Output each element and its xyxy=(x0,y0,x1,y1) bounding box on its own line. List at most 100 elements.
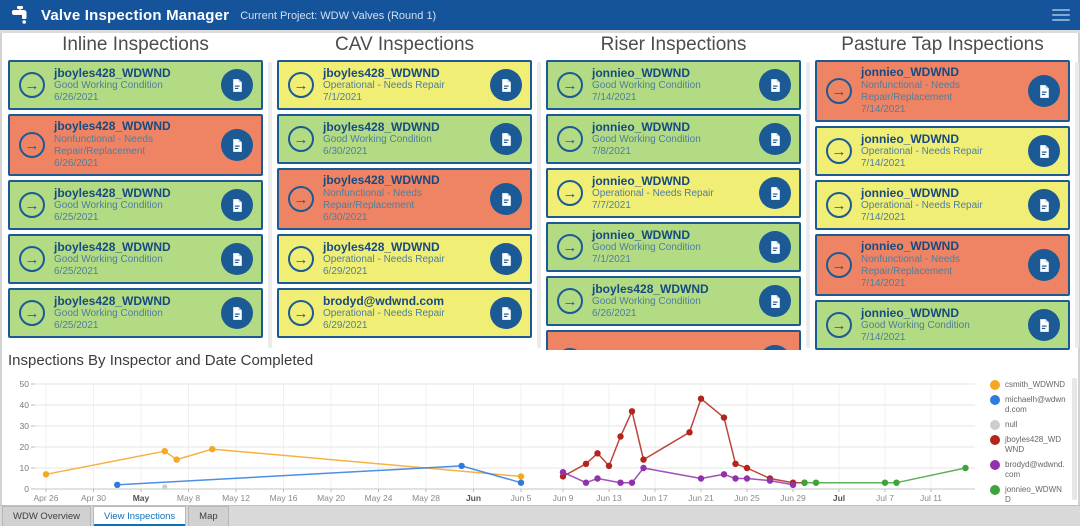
inspection-card[interactable]: → jonnieo_WDWND Nonfunctional - Needs Re… xyxy=(815,234,1070,296)
document-button[interactable] xyxy=(221,243,253,275)
document-button[interactable] xyxy=(221,69,253,101)
document-button[interactable] xyxy=(490,69,522,101)
column-scrollbar[interactable] xyxy=(537,62,541,348)
document-icon xyxy=(1039,84,1049,98)
document-button[interactable] xyxy=(490,243,522,275)
inspection-card[interactable]: → jboyles428_WDWND Good Working Conditio… xyxy=(8,180,263,230)
app-title: Valve Inspection Manager xyxy=(41,6,230,24)
document-icon xyxy=(1039,198,1049,212)
inspection-card[interactable]: → jboyles428_WDWND Operational - Needs R… xyxy=(277,234,532,284)
document-button[interactable] xyxy=(490,123,522,155)
document-button[interactable] xyxy=(759,69,791,101)
legend-item-jboyles428-wdwnd[interactable]: jboyles428_WDWND xyxy=(990,435,1070,455)
arrow-right-circle-icon[interactable]: → xyxy=(19,132,45,158)
inspection-card[interactable]: → jboyles428_WDWND Good Working Conditio… xyxy=(8,234,263,284)
inspection-card[interactable]: → jonnieo_WDWND Good Working Condition 7… xyxy=(546,60,801,110)
card-text: jboyles428_WDWND Operational - Needs Rep… xyxy=(323,240,481,279)
card-inspector: jboyles428_WDWND xyxy=(54,293,171,308)
column-scrollbar[interactable] xyxy=(268,62,272,348)
document-button[interactable] xyxy=(1028,309,1060,341)
hamburger-menu-icon[interactable] xyxy=(1052,6,1070,24)
card-status: Operational - Needs Repair xyxy=(861,146,983,158)
arrow-right-circle-icon[interactable]: → xyxy=(288,186,314,212)
legend-item-jonnieo-wdwnd[interactable]: jonnieo_WDWND xyxy=(990,485,1070,505)
legend-item-brodyd-wdwnd-com[interactable]: brodyd@wdwnd.com xyxy=(990,460,1070,480)
document-button[interactable] xyxy=(221,189,253,221)
legend-dot-icon xyxy=(990,460,1000,470)
inspection-columns: Inline Inspections → jboyles428_WDWND Go… xyxy=(8,32,1079,350)
arrow-right-circle-icon[interactable]: → xyxy=(557,72,583,98)
card-text: jonnieo_WDWND Operational - Needs Repair… xyxy=(861,132,1019,171)
card-date: 7/14/2021 xyxy=(861,158,906,170)
arrow-right-circle-icon[interactable]: → xyxy=(19,300,45,326)
tab-map[interactable]: Map xyxy=(188,506,229,526)
arrow-right-circle-icon[interactable]: → xyxy=(557,126,583,152)
legend-item-null[interactable]: null xyxy=(990,420,1070,430)
document-button[interactable] xyxy=(490,183,522,215)
document-icon xyxy=(501,306,511,320)
arrow-right-circle-icon[interactable]: → xyxy=(288,300,314,326)
inspection-card[interactable]: → jboyles428_WDWND Good Working Conditio… xyxy=(277,114,532,164)
arrow-right-circle-icon[interactable]: → xyxy=(19,72,45,98)
arrow-right-circle-icon[interactable]: → xyxy=(288,246,314,272)
document-button[interactable] xyxy=(759,345,791,350)
document-button[interactable] xyxy=(221,297,253,329)
inspection-card[interactable]: → jonnieo_WDWND Nonfunctional - Needs Re… xyxy=(815,60,1070,122)
document-button[interactable] xyxy=(759,123,791,155)
card-text: jboyles428_WDWND Operational - Needs Rep… xyxy=(323,66,481,105)
tab-view-inspections[interactable]: View Inspections xyxy=(93,506,187,526)
inspection-card[interactable]: → jonnieo_WDWND Operational - Needs Repa… xyxy=(815,180,1070,230)
card-text: brodyd@wdwnd.com Operational - Needs Rep… xyxy=(323,294,481,333)
inspection-card[interactable]: → jboyles428_WDWND Nonfunctional - Needs… xyxy=(8,114,263,176)
document-button[interactable] xyxy=(759,285,791,317)
arrow-right-circle-icon[interactable]: → xyxy=(288,72,314,98)
svg-text:Apr 30: Apr 30 xyxy=(81,493,106,503)
column-scrollbar[interactable] xyxy=(1075,62,1079,348)
arrow-right-circle-icon[interactable]: → xyxy=(19,192,45,218)
document-button[interactable] xyxy=(221,129,253,161)
document-button[interactable] xyxy=(1028,249,1060,281)
legend-item-csmith-wdwnd[interactable]: csmith_WDWND xyxy=(990,380,1070,390)
card-status: Operational - Needs Repair xyxy=(323,80,445,92)
inspection-card[interactable]: → jonnieo_WDWND Good Working Condition 7… xyxy=(546,114,801,164)
document-button[interactable] xyxy=(1028,135,1060,167)
arrow-right-circle-icon[interactable]: → xyxy=(826,192,852,218)
inspection-card[interactable]: → jboyles428_WDWND Nonfunctional - Needs… xyxy=(277,168,532,230)
page-scrollbar[interactable] xyxy=(1072,378,1077,500)
arrow-right-circle-icon[interactable]: → xyxy=(826,78,852,104)
document-button[interactable] xyxy=(759,177,791,209)
inspection-card[interactable]: → brodyd@wdwnd.com Operational - Needs R… xyxy=(277,288,532,338)
inspection-card[interactable]: → jonnieo_WDWND Operational - Needs Repa… xyxy=(546,168,801,218)
card-status: Nonfunctional - Needs Repair/Replacement xyxy=(54,134,153,158)
document-button[interactable] xyxy=(1028,189,1060,221)
card-text: jboyles428_WDWND Good Working Condition … xyxy=(54,186,212,225)
arrow-right-circle-icon[interactable]: → xyxy=(557,348,583,350)
column-scrollbar[interactable] xyxy=(806,62,810,348)
arrow-right-circle-icon[interactable]: → xyxy=(557,180,583,206)
legend-label: csmith_WDWND xyxy=(1005,380,1065,389)
inspection-card[interactable]: → jonnieo_WDWND Good Working Condition 7… xyxy=(546,222,801,272)
arrow-right-circle-icon[interactable]: → xyxy=(557,288,583,314)
arrow-right-circle-icon[interactable]: → xyxy=(19,246,45,272)
inspection-card[interactable]: → jonnieo_WDWND Operational - Needs Repa… xyxy=(815,126,1070,176)
document-icon xyxy=(501,192,511,206)
current-project-label: Current Project: WDW Valves (Round 1) xyxy=(240,10,437,22)
arrow-right-circle-icon[interactable]: → xyxy=(826,252,852,278)
document-button[interactable] xyxy=(490,297,522,329)
svg-text:Jul 7: Jul 7 xyxy=(876,493,894,503)
inspection-card[interactable]: → jboyles428_WDWND Operational - Needs R… xyxy=(277,60,532,110)
legend-item-michaelh-wdwnd-com[interactable]: michaelh@wdwnd.com xyxy=(990,395,1070,415)
arrow-right-circle-icon[interactable]: → xyxy=(826,312,852,338)
inspection-card[interactable]: → jboyles428_WDWND Good Working Conditio… xyxy=(8,288,263,338)
document-button[interactable] xyxy=(1028,75,1060,107)
inspection-card[interactable]: → jboyles428_WDWND Good Working Conditio… xyxy=(8,60,263,110)
tab-wdw-overview[interactable]: WDW Overview xyxy=(2,506,92,526)
legend-label: michaelh@wdwnd.com xyxy=(1005,395,1066,414)
inspection-card[interactable]: → jboyles428_WDWND Good Working Conditio… xyxy=(546,276,801,326)
inspection-card[interactable]: → jonnieo_WDWND Good Working Condition 7… xyxy=(815,300,1070,350)
inspection-card[interactable]: → xyxy=(546,330,801,350)
arrow-right-circle-icon[interactable]: → xyxy=(288,126,314,152)
arrow-right-circle-icon[interactable]: → xyxy=(557,234,583,260)
document-button[interactable] xyxy=(759,231,791,263)
arrow-right-circle-icon[interactable]: → xyxy=(826,138,852,164)
